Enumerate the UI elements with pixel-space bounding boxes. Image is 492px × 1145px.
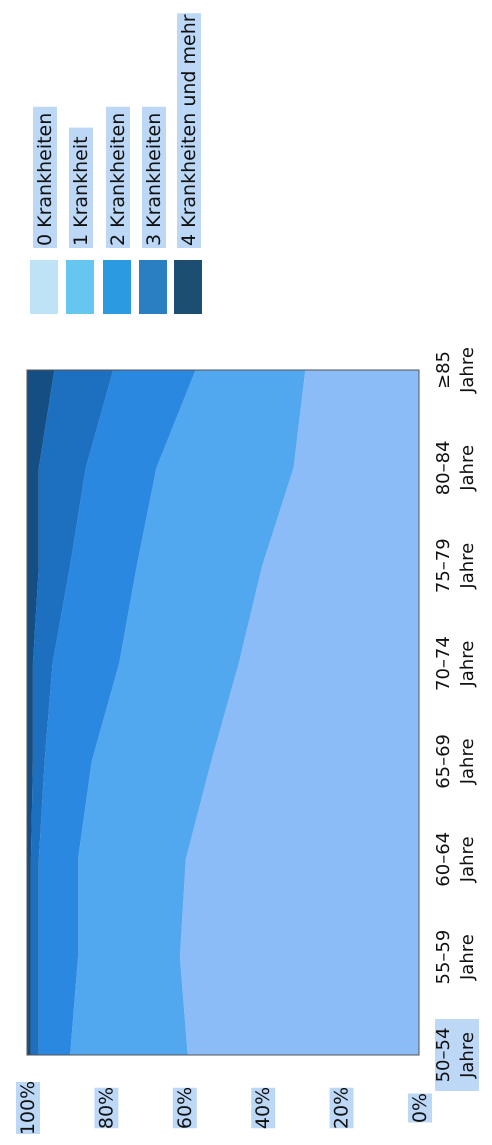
x-tick-label: 75–79 Jahre <box>433 538 478 593</box>
y-axis-ticks: 0% 20% 40% 60% 80% 100% <box>16 1081 432 1135</box>
chart-areas <box>27 370 419 1055</box>
x-tick-label: 50–54 Jahre <box>433 1019 479 1091</box>
legend-item-3-krankheiten: 3 Krankheiten <box>139 106 167 314</box>
area-3-krankheiten <box>30 370 114 1055</box>
y-tick-highlight <box>16 1082 40 1134</box>
x-tick-unit: Jahre <box>457 738 478 785</box>
legend-swatch <box>139 260 167 314</box>
x-tick-unit: Jahre <box>457 1032 478 1079</box>
legend-label: 4 Krankheiten und mehr <box>178 14 200 246</box>
y-tick-text: 60% <box>174 1087 196 1129</box>
x-tick-unit: Jahre <box>457 934 478 981</box>
y-tick-highlight <box>329 1087 354 1129</box>
y-tick-label: 60% <box>172 1087 197 1129</box>
x-tick-label: 55–59 Jahre <box>433 930 478 985</box>
y-tick-label: 100% <box>16 1081 40 1135</box>
y-tick-text: 20% <box>331 1087 353 1129</box>
legend-label: 0 Krankheiten <box>34 113 56 246</box>
x-tick-range: 75–79 <box>433 538 454 593</box>
x-tick-label: 70–74 Jahre <box>433 636 478 691</box>
legend-label: 2 Krankheiten <box>107 113 129 246</box>
legend-item-2-krankheiten: 2 Krankheiten <box>103 106 131 314</box>
y-tick-highlight <box>172 1087 197 1129</box>
y-tick-highlight <box>408 1093 432 1123</box>
legend-item-0-krankheiten: 0 Krankheiten <box>30 106 58 314</box>
x-tick-unit: Jahre <box>457 641 478 688</box>
x-tick-unit: Jahre <box>457 347 478 394</box>
x-tick-range: 55–59 <box>433 930 454 985</box>
x-tick-range: 80–84 <box>433 440 454 495</box>
legend-item-4-krankheiten-und-mehr: 4 Krankheiten und mehr <box>174 13 202 314</box>
area-2-krankheiten <box>38 370 196 1055</box>
x-tick-unit: Jahre <box>457 836 478 883</box>
y-tick-label: 40% <box>251 1087 276 1129</box>
legend-label: 1 Krankheit <box>70 136 92 246</box>
y-tick-text: 80% <box>95 1087 117 1129</box>
y-tick-text: 100% <box>17 1081 39 1135</box>
x-tick-label: 60–64 Jahre <box>433 832 478 887</box>
x-tick-range: 50–54 <box>433 1028 454 1083</box>
legend-swatch <box>66 260 94 314</box>
x-tick-highlight <box>435 1019 479 1091</box>
area-0-krankheiten <box>179 370 419 1055</box>
x-tick-range: 60–64 <box>433 832 454 887</box>
y-tick-highlight <box>94 1087 119 1129</box>
legend-swatch <box>30 260 58 314</box>
x-tick-range: 65–69 <box>433 734 454 789</box>
legend-item-1-krankheit: 1 Krankheit <box>66 127 94 314</box>
x-tick-unit: Jahre <box>457 445 478 492</box>
x-tick-range: 70–74 <box>433 636 454 691</box>
plot-frame <box>26 369 420 1056</box>
x-tick-label: 65–69 Jahre <box>433 734 478 789</box>
y-tick-label: 0% <box>408 1093 432 1123</box>
area-4-krankheiten-und-mehr <box>27 370 55 1055</box>
x-tick-range: ≥85 <box>433 351 454 389</box>
legend-label-highlight <box>106 106 130 248</box>
y-tick-highlight <box>251 1087 276 1129</box>
y-tick-text: 40% <box>252 1087 274 1129</box>
x-tick-unit: Jahre <box>457 543 478 590</box>
legend-label-highlight <box>177 13 201 248</box>
legend-swatch <box>174 260 202 314</box>
y-tick-label: 20% <box>329 1087 354 1129</box>
area-1-krankheit <box>70 370 306 1055</box>
legend-swatch <box>103 260 131 314</box>
x-tick-label: ≥85 Jahre <box>433 347 478 394</box>
legend-label-highlight <box>69 127 93 248</box>
y-tick-label: 80% <box>94 1087 119 1129</box>
legend-label-highlight <box>142 106 166 248</box>
y-tick-text: 0% <box>409 1093 431 1123</box>
legend: 0 Krankheiten 1 Krankheit 2 Krankheiten 3 K… <box>30 13 202 314</box>
legend-label-highlight <box>33 106 57 248</box>
legend-label: 3 Krankheiten <box>143 113 165 246</box>
x-tick-label: 80–84 Jahre <box>433 440 478 495</box>
